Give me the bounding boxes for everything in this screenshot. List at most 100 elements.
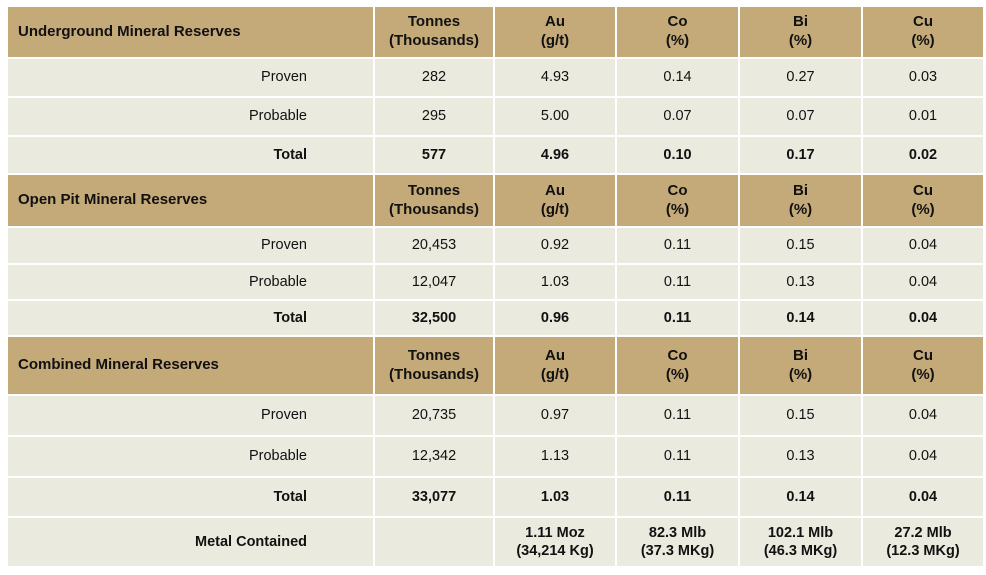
column-unit: (%) bbox=[788, 32, 813, 49]
table-cell: 0.97 bbox=[493, 394, 617, 437]
column-header: Cu (%) bbox=[861, 5, 985, 59]
metal-contained-cell: 82.3 Mlb (37.3 MKg) bbox=[615, 516, 740, 568]
column-header: Au (g/t) bbox=[493, 173, 617, 228]
column-header: Co (%) bbox=[615, 5, 740, 59]
table-cell: 0.07 bbox=[615, 96, 740, 137]
table-cell: 32,500 bbox=[373, 299, 495, 337]
table-cell: 0.15 bbox=[738, 226, 863, 265]
column-name: Tonnes bbox=[407, 346, 461, 364]
column-unit: (%) bbox=[911, 32, 935, 49]
section-title: Open Pit Mineral Reserves bbox=[6, 173, 375, 228]
metal-contained-cell: 1.11 Moz (34,214 Kg) bbox=[493, 516, 617, 568]
column-name: Co bbox=[667, 181, 688, 199]
table-cell: 0.14 bbox=[738, 299, 863, 337]
column-name: Tonnes bbox=[407, 13, 461, 31]
column-name: Bi bbox=[793, 181, 808, 199]
table-cell: 1.03 bbox=[493, 476, 617, 518]
section-header: Underground Mineral Reserves Tonnes (Thous… bbox=[6, 5, 985, 59]
section-header: Combined Mineral Reserves Tonnes (Thousand… bbox=[6, 335, 985, 396]
column-header: Au (g/t) bbox=[493, 335, 617, 396]
column-unit: (g/t) bbox=[540, 365, 570, 383]
column-header: Tonnes (Thousands) bbox=[373, 173, 495, 228]
column-unit: (%) bbox=[788, 365, 813, 383]
table-cell: 0.04 bbox=[861, 476, 985, 518]
table-row: Probable 295 5.00 0.07 0.07 0.01 bbox=[6, 96, 985, 137]
column-header: Bi (%) bbox=[738, 173, 863, 228]
table-row: Proven 20,735 0.97 0.11 0.15 0.04 bbox=[6, 394, 985, 437]
column-unit: (g/t) bbox=[540, 200, 570, 218]
section-title: Combined Mineral Reserves bbox=[6, 335, 375, 396]
table-cell: 20,735 bbox=[373, 394, 495, 437]
table-cell: 12,047 bbox=[373, 263, 495, 301]
table-cell: 0.04 bbox=[861, 263, 985, 301]
column-header: Bi (%) bbox=[738, 335, 863, 396]
column-unit: (%) bbox=[665, 365, 690, 383]
column-name: Co bbox=[667, 13, 688, 31]
column-unit: (g/t) bbox=[540, 32, 570, 49]
row-label: Total bbox=[6, 135, 375, 175]
column-name: Au bbox=[545, 13, 565, 31]
metal-contained-row: Metal Contained 1.11 Moz (34,214 Kg) 82.3 M… bbox=[6, 516, 985, 568]
metal-contained-value: 1.11 Moz bbox=[525, 524, 585, 541]
table-row: Total 32,500 0.96 0.11 0.14 0.04 bbox=[6, 299, 985, 337]
table-cell: 577 bbox=[373, 135, 495, 175]
metal-contained-cell: 102.1 Mlb (46.3 MKg) bbox=[738, 516, 863, 568]
table-cell: 0.04 bbox=[861, 226, 985, 265]
table-cell: 0.14 bbox=[738, 476, 863, 518]
table-cell: 5.00 bbox=[493, 96, 617, 137]
table-cell: 0.11 bbox=[615, 394, 740, 437]
table-cell: 282 bbox=[373, 57, 495, 98]
table-cell: 0.14 bbox=[615, 57, 740, 98]
table-cell: 0.11 bbox=[615, 263, 740, 301]
table-cell: 0.04 bbox=[861, 394, 985, 437]
metal-contained-cell: 27.2 Mlb (12.3 MKg) bbox=[861, 516, 985, 568]
column-header: Cu (%) bbox=[861, 335, 985, 396]
column-unit: (%) bbox=[665, 32, 690, 49]
table-cell: 0.11 bbox=[615, 226, 740, 265]
column-unit: (%) bbox=[665, 200, 690, 218]
column-name: Co bbox=[667, 346, 688, 364]
column-header: Tonnes (Thousands) bbox=[373, 5, 495, 59]
column-header: Tonnes (Thousands) bbox=[373, 335, 495, 396]
column-unit: (%) bbox=[788, 200, 813, 218]
column-name: Tonnes bbox=[407, 181, 461, 199]
table-cell: 295 bbox=[373, 96, 495, 137]
metal-contained-value: 102.1 Mlb bbox=[767, 524, 834, 541]
column-name: Cu bbox=[913, 346, 933, 364]
table-cell: 0.96 bbox=[493, 299, 617, 337]
row-label: Proven bbox=[6, 57, 375, 98]
mineral-reserves-table: Underground Mineral Reserves Tonnes (Thous… bbox=[6, 5, 985, 568]
column-unit: (Thousands) bbox=[389, 32, 479, 49]
column-name: Cu bbox=[913, 181, 933, 199]
table-cell: 0.27 bbox=[738, 57, 863, 98]
column-header: Cu (%) bbox=[861, 173, 985, 228]
table-cell: 0.04 bbox=[861, 435, 985, 478]
table-cell: 0.17 bbox=[738, 135, 863, 175]
row-label: Probable bbox=[6, 435, 375, 478]
table-cell: 0.11 bbox=[615, 476, 740, 518]
table-row: Proven 282 4.93 0.14 0.27 0.03 bbox=[6, 57, 985, 98]
table-cell: 0.03 bbox=[861, 57, 985, 98]
column-unit: (%) bbox=[911, 365, 935, 383]
table-cell bbox=[373, 516, 495, 568]
section-header: Open Pit Mineral Reserves Tonnes (Thousand… bbox=[6, 173, 985, 228]
metal-contained-value: 27.2 Mlb bbox=[894, 524, 952, 541]
table-cell: 20,453 bbox=[373, 226, 495, 265]
row-label: Metal Contained bbox=[6, 516, 375, 568]
section-title: Underground Mineral Reserves bbox=[6, 5, 375, 59]
table-cell: 0.15 bbox=[738, 394, 863, 437]
table-row: Total 33,077 1.03 0.11 0.14 0.04 bbox=[6, 476, 985, 518]
row-label: Proven bbox=[6, 226, 375, 265]
metal-contained-value: (46.3 MKg) bbox=[763, 543, 838, 559]
table-cell: 33,077 bbox=[373, 476, 495, 518]
metal-contained-value: 82.3 Mlb bbox=[648, 524, 707, 541]
column-header: Co (%) bbox=[615, 173, 740, 228]
column-name: Au bbox=[545, 346, 565, 364]
table-cell: 4.96 bbox=[493, 135, 617, 175]
row-label: Probable bbox=[6, 96, 375, 137]
table-cell: 0.01 bbox=[861, 96, 985, 137]
column-unit: (Thousands) bbox=[389, 365, 479, 383]
column-unit: (Thousands) bbox=[389, 200, 479, 218]
row-label: Total bbox=[6, 299, 375, 337]
metal-contained-value: (37.3 MKg) bbox=[640, 543, 715, 559]
